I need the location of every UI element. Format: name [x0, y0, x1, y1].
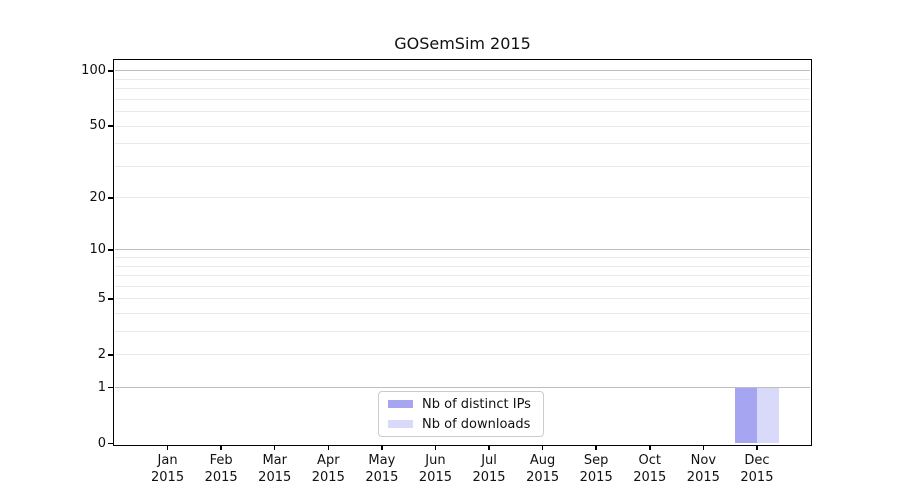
- x-tick-month: Oct: [638, 452, 661, 468]
- x-tick: [541, 445, 544, 450]
- x-tick: [273, 445, 276, 450]
- y-tick: [108, 125, 113, 127]
- legend-swatch-distinct-ips: [388, 400, 413, 408]
- y-tick-label: 50: [89, 118, 106, 134]
- x-tick-month: Aug: [529, 452, 556, 468]
- x-tick: [488, 445, 490, 450]
- x-tick-label: Feb 2015: [189, 452, 253, 486]
- minor-gridline: [115, 197, 810, 199]
- minor-gridline: [115, 165, 810, 167]
- x-tick-label: Nov 2015: [671, 452, 735, 486]
- chart-title: GOSemSim 2015: [394, 34, 531, 53]
- x-tick-month: Apr: [317, 452, 340, 468]
- minor-gridline: [115, 354, 810, 356]
- x-tick-label: Aug 2015: [511, 452, 575, 486]
- bar-downloads-dec: [756, 387, 779, 444]
- minor-gridline: [115, 275, 810, 277]
- x-tick-label: Sep 2015: [564, 452, 628, 486]
- minor-gridline: [115, 111, 810, 113]
- major-gridline: [115, 249, 810, 251]
- minor-gridline: [115, 98, 810, 100]
- minor-gridline: [115, 125, 810, 127]
- x-tick-year: 2015: [686, 469, 720, 485]
- minor-gridline: [115, 143, 810, 145]
- y-tick-label: 2: [97, 346, 106, 362]
- x-tick: [756, 445, 758, 450]
- y-tick: [108, 386, 113, 389]
- x-tick-month: Mar: [262, 452, 287, 468]
- x-tick-label: Mar 2015: [243, 452, 307, 486]
- x-tick-month: Jul: [481, 452, 497, 468]
- minor-gridline: [115, 331, 810, 333]
- minor-gridline: [115, 298, 810, 300]
- x-tick-label: Jan 2015: [136, 452, 200, 486]
- legend-item-downloads: Nb of downloads: [388, 417, 543, 432]
- y-tick-label: 0: [97, 435, 106, 451]
- x-tick-year: 2015: [204, 469, 238, 485]
- x-tick: [649, 445, 651, 450]
- y-tick: [108, 298, 113, 300]
- x-tick-label: Apr 2015: [296, 452, 360, 486]
- minor-gridline: [115, 88, 810, 90]
- bar-distinct-ips-dec: [734, 387, 757, 444]
- legend-label-distinct-ips: Nb of distinct IPs: [422, 396, 531, 412]
- major-gridline: [115, 387, 810, 389]
- y-tick-label: 10: [89, 241, 106, 257]
- y-tick: [108, 249, 113, 251]
- minor-gridline: [115, 257, 810, 259]
- x-tick-month: Sep: [583, 452, 609, 468]
- x-tick-year: 2015: [526, 469, 560, 485]
- minor-gridline: [115, 78, 810, 80]
- x-tick-year: 2015: [472, 469, 506, 485]
- x-tick-label: Oct 2015: [618, 452, 682, 486]
- x-tick: [220, 445, 222, 450]
- legend-swatch-downloads: [388, 420, 413, 428]
- x-tick-year: 2015: [365, 469, 399, 485]
- x-tick-month: Dec: [744, 452, 770, 468]
- x-tick: [327, 445, 330, 450]
- x-tick-label: Jun 2015: [403, 452, 467, 486]
- y-tick: [108, 354, 113, 356]
- y-tick-label: 5: [97, 290, 106, 306]
- legend: Nb of distinct IPs Nb of downloads: [378, 391, 544, 437]
- x-tick: [702, 445, 705, 450]
- x-tick-year: 2015: [418, 469, 452, 485]
- x-tick-label: Dec 2015: [725, 452, 789, 486]
- x-tick-year: 2015: [740, 469, 774, 485]
- y-tick-label: 100: [81, 62, 106, 78]
- x-tick-year: 2015: [579, 469, 613, 485]
- x-tick-label: Jul 2015: [457, 452, 521, 486]
- y-tick: [108, 442, 113, 445]
- x-tick: [166, 445, 169, 450]
- x-tick-month: Feb: [209, 452, 233, 468]
- x-tick-label: May 2015: [350, 452, 414, 486]
- y-tick: [108, 197, 113, 199]
- x-tick: [595, 445, 597, 450]
- major-gridline: [115, 70, 810, 72]
- legend-label-downloads: Nb of downloads: [422, 416, 531, 432]
- y-tick-label: 1: [97, 379, 106, 395]
- x-tick-month: Nov: [690, 452, 717, 468]
- minor-gridline: [115, 313, 810, 315]
- y-tick-label: 20: [89, 189, 106, 205]
- x-tick: [434, 445, 437, 450]
- x-tick-year: 2015: [151, 469, 185, 485]
- minor-gridline: [115, 265, 810, 267]
- x-tick-month: Jun: [425, 452, 446, 468]
- x-tick-year: 2015: [311, 469, 345, 485]
- x-tick-month: May: [368, 452, 396, 468]
- x-tick: [381, 445, 383, 450]
- x-tick-month: Jan: [157, 452, 178, 468]
- x-tick-year: 2015: [258, 469, 292, 485]
- y-tick: [108, 70, 113, 72]
- x-tick-year: 2015: [633, 469, 667, 485]
- legend-item-distinct-ips: Nb of distinct IPs: [388, 397, 543, 412]
- minor-gridline: [115, 285, 810, 287]
